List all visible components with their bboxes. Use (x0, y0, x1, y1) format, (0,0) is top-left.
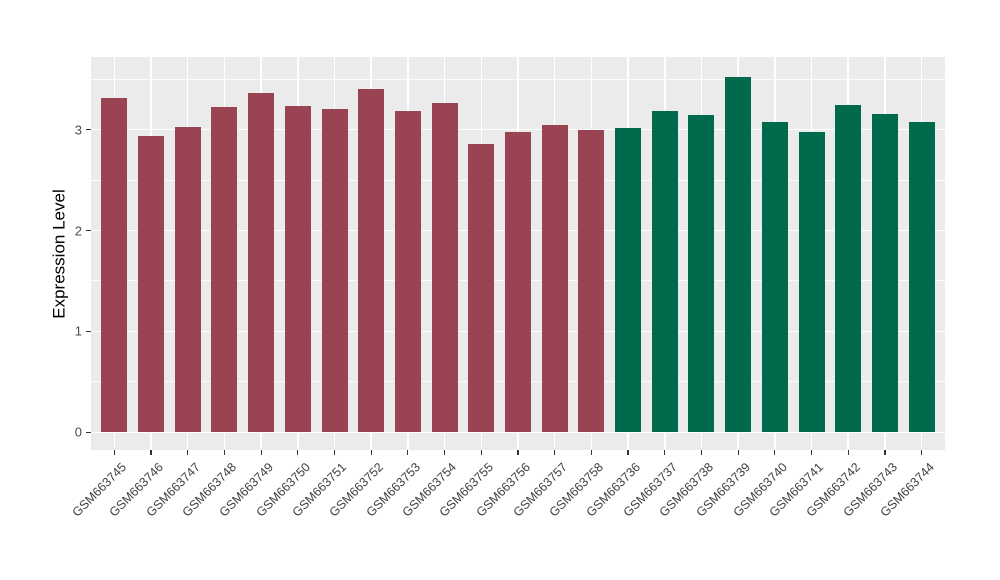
bar-GSM663748 (211, 107, 238, 433)
x-tick-mark (810, 450, 813, 455)
bar-GSM663747 (174, 126, 201, 433)
bar-GSM663752 (358, 89, 385, 433)
y-tick-label: 2 (74, 223, 82, 239)
x-tick-mark (333, 450, 336, 455)
bar-GSM663746 (138, 135, 164, 433)
x-tick-mark (370, 450, 372, 455)
bar-GSM663753 (394, 111, 421, 433)
bar-GSM663756 (505, 131, 531, 433)
bar-GSM663750 (284, 106, 311, 433)
y-tick-mark (86, 431, 91, 434)
bar-GSM663736 (615, 127, 642, 433)
x-tick-mark (847, 450, 849, 455)
bar-GSM663740 (761, 121, 788, 433)
bar-GSM663751 (321, 109, 348, 433)
x-tick-mark (590, 450, 592, 455)
bar-GSM663755 (468, 143, 495, 433)
y-tick-label: 3 (74, 122, 82, 138)
y-axis-title-wrap: Expression Level (42, 57, 78, 450)
x-tick-mark (150, 450, 152, 455)
x-tick-mark (737, 450, 739, 455)
bar-GSM663744 (908, 121, 935, 433)
bar-GSM663757 (541, 124, 568, 433)
x-tick-mark (554, 450, 556, 455)
y-tick-mark (86, 129, 91, 131)
x-tick-mark (297, 450, 299, 455)
y-tick-label: 1 (74, 323, 82, 339)
bar-GSM663743 (871, 113, 898, 433)
x-tick-mark (407, 450, 409, 455)
x-tick-mark (921, 450, 923, 455)
y-tick-label: 0 (74, 424, 82, 440)
x-tick-mark (774, 450, 776, 455)
bar-GSM663739 (725, 77, 752, 433)
bar-GSM663738 (688, 114, 715, 433)
y-tick-mark (86, 330, 91, 333)
x-tick-mark (664, 450, 666, 455)
x-tick-mark (627, 450, 629, 455)
x-tick-mark (260, 450, 262, 455)
y-axis-title: Expression Level (50, 188, 69, 319)
bar-GSM663741 (798, 131, 825, 433)
plot-panel (91, 57, 945, 450)
x-tick-mark (884, 450, 886, 455)
x-tick-mark (187, 450, 189, 455)
x-tick-mark (444, 450, 446, 455)
x-tick-mark (113, 450, 115, 455)
bar-GSM663754 (431, 103, 458, 433)
x-tick-mark (700, 450, 703, 455)
bar-GSM663737 (651, 111, 678, 433)
bar-GSM663758 (578, 129, 605, 433)
bar-GSM663745 (101, 98, 128, 433)
x-tick-mark (480, 450, 482, 455)
x-tick-mark (517, 450, 519, 455)
bar-GSM663742 (835, 105, 862, 433)
y-tick-mark (86, 230, 91, 232)
x-tick-mark (223, 450, 225, 455)
bar-GSM663749 (248, 93, 275, 433)
